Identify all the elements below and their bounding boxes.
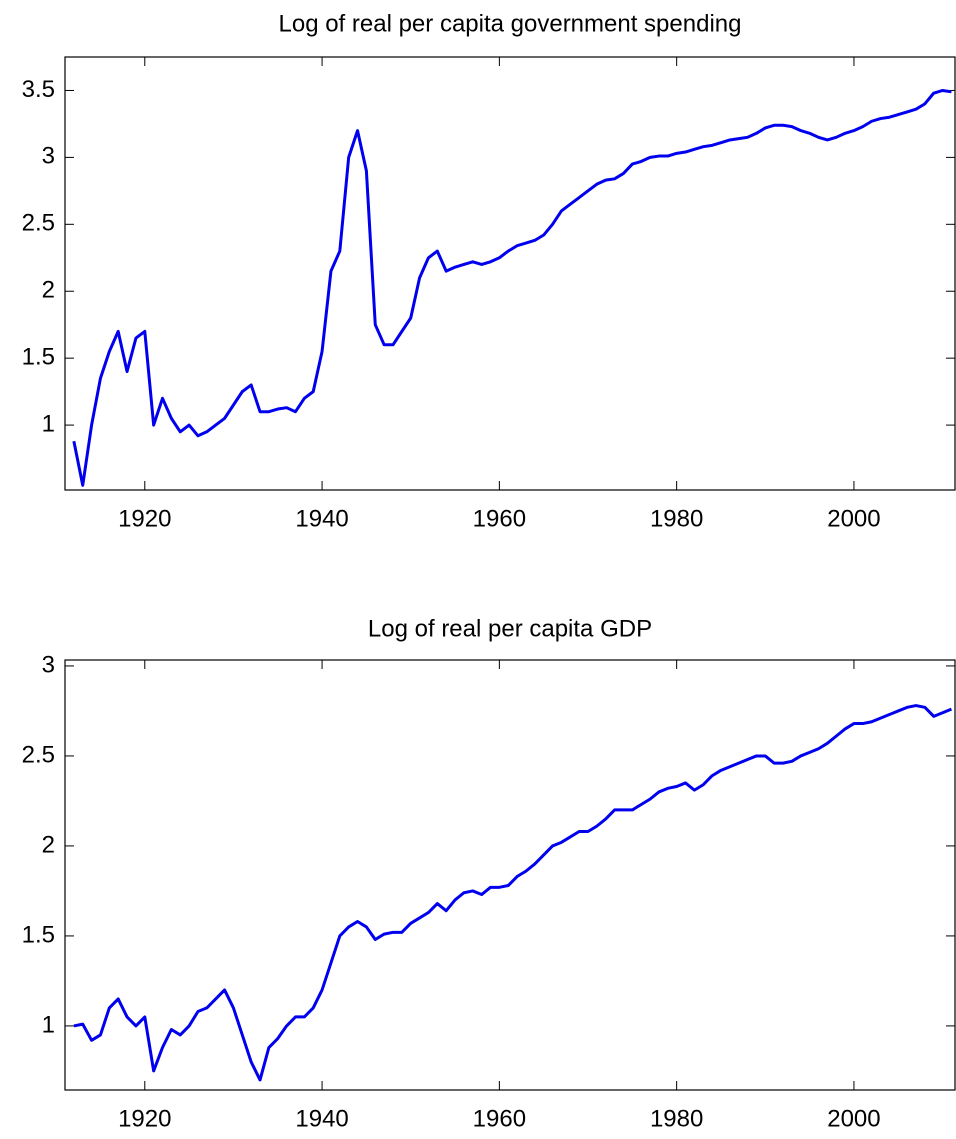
chart-title: Log of real per capita GDP bbox=[368, 615, 652, 642]
y-tick-label: 1.5 bbox=[22, 921, 55, 948]
y-tick-label: 3 bbox=[42, 143, 55, 170]
x-tick-label: 1960 bbox=[473, 505, 526, 532]
x-tick-label: 1940 bbox=[295, 505, 348, 532]
y-tick-label: 1 bbox=[42, 410, 55, 437]
y-tick-label: 3.5 bbox=[22, 76, 55, 103]
y-tick-label: 1 bbox=[42, 1011, 55, 1038]
x-tick-label: 1980 bbox=[650, 1105, 703, 1132]
data-line bbox=[72, 88, 952, 487]
x-tick-label: 1920 bbox=[118, 1105, 171, 1132]
plot-frame bbox=[64, 659, 956, 1091]
x-tick-label: 1980 bbox=[650, 505, 703, 532]
plot-frame bbox=[64, 56, 956, 491]
data-line bbox=[73, 704, 953, 1082]
x-tick-label: 1940 bbox=[295, 1105, 348, 1132]
chart-title: Log of real per capita government spendi… bbox=[279, 10, 742, 37]
y-tick-label: 2 bbox=[42, 831, 55, 858]
x-tick-label: 1920 bbox=[118, 505, 171, 532]
x-tick-label: 2000 bbox=[827, 1105, 880, 1132]
y-tick-label: 1.5 bbox=[22, 344, 55, 371]
x-tick-label: 2000 bbox=[827, 505, 880, 532]
y-tick-label: 2 bbox=[42, 277, 55, 304]
y-tick-label: 3 bbox=[42, 651, 55, 678]
x-tick-label: 1960 bbox=[473, 1105, 526, 1132]
y-tick-label: 2.5 bbox=[22, 210, 55, 237]
y-tick-label: 2.5 bbox=[22, 741, 55, 768]
